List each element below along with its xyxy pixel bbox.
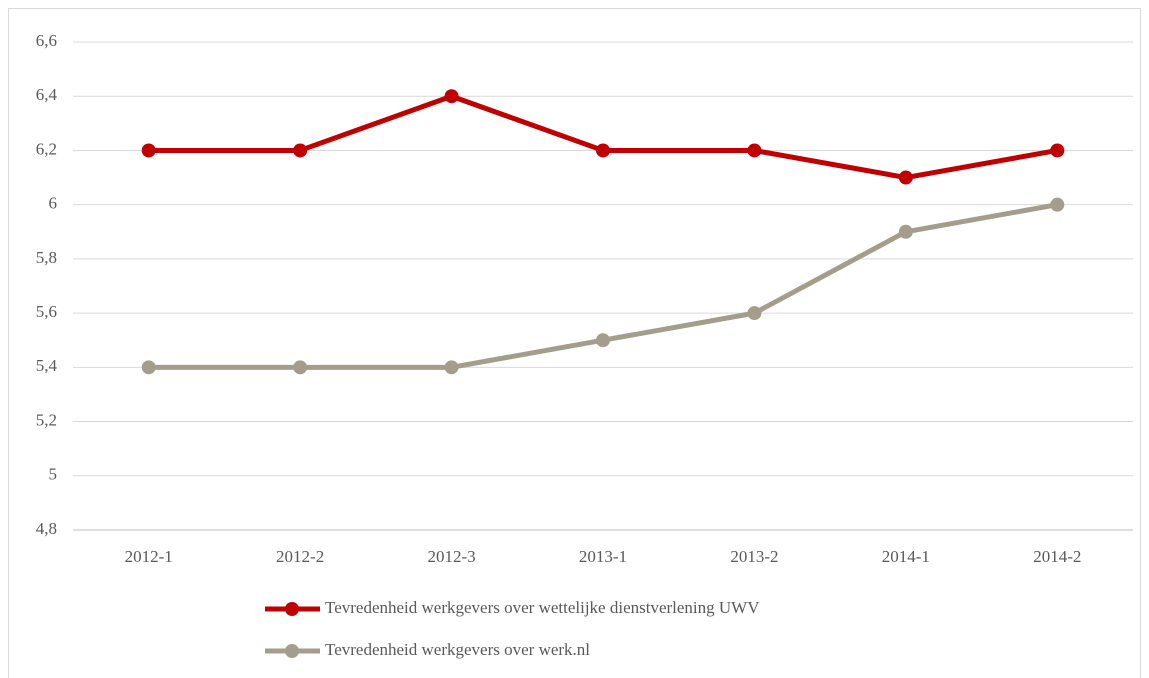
x-tick-label: 2012-3 [427, 547, 475, 566]
data-point [141, 143, 156, 158]
y-tick-label: 6 [49, 194, 58, 213]
data-point [293, 143, 308, 158]
data-point [596, 333, 610, 348]
data-point [141, 360, 156, 375]
legend-marker [285, 644, 299, 658]
data-point [1050, 143, 1065, 158]
data-point [444, 89, 459, 104]
data-point [747, 306, 762, 321]
data-point [596, 143, 610, 158]
y-tick-label: 4,8 [36, 519, 57, 538]
chart-frame [8, 8, 1141, 678]
data-point [747, 143, 762, 158]
y-tick-label: 6,4 [36, 85, 58, 104]
x-tick-label: 2013-1 [579, 547, 627, 566]
legend-label: Tevredenheid werkgevers over werk.nl [325, 640, 590, 659]
y-tick-label: 5,2 [36, 410, 57, 429]
x-tick-label: 2012-2 [276, 547, 324, 566]
x-tick-label: 2013-2 [730, 547, 778, 566]
y-tick-label: 5,4 [36, 356, 58, 375]
data-point [444, 360, 459, 375]
data-point [293, 360, 308, 375]
data-point [1050, 197, 1065, 212]
y-tick-label: 5 [49, 465, 58, 484]
y-tick-label: 6,6 [36, 31, 57, 50]
y-tick-label: 6,2 [36, 139, 57, 158]
legend-label: Tevredenheid werkgevers over wettelijke … [325, 598, 760, 617]
x-tick-label: 2012-1 [125, 547, 173, 566]
x-tick-label: 2014-2 [1033, 547, 1081, 566]
y-tick-label: 5,8 [36, 248, 57, 267]
y-tick-label: 5,6 [36, 302, 57, 321]
data-point [898, 170, 913, 185]
legend-marker [285, 602, 299, 616]
x-tick-label: 2014-1 [882, 547, 930, 566]
series-line [148, 93, 1058, 181]
data-point [898, 224, 913, 239]
